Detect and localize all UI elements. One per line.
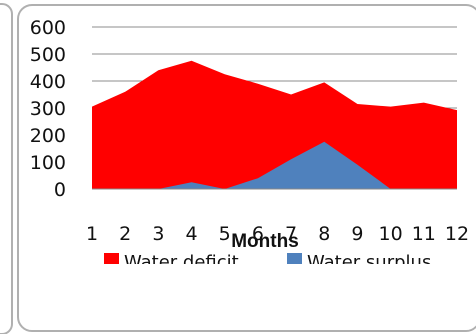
x-tick-label: 6	[252, 223, 264, 245]
y-tick-label: 100	[30, 152, 66, 174]
y-axis-ticks: 0 100 200 300 400 500 600	[30, 17, 66, 201]
left-panel-border	[0, 3, 13, 334]
x-tick-label: 4	[185, 223, 197, 245]
area-series-water-deficit	[92, 60, 457, 189]
legend-clip-mask	[20, 264, 466, 314]
y-tick-label: 600	[30, 17, 66, 39]
chart-panel-border	[17, 4, 476, 332]
y-tick-label: 500	[30, 44, 66, 66]
x-tick-label: 1	[86, 223, 98, 245]
x-tick-label: 12	[445, 223, 469, 245]
x-axis-ticks: 1 2 3 4 5 6 7 8 9 10 11 12	[86, 223, 469, 245]
x-tick-label: 11	[412, 223, 436, 245]
y-tick-label: 200	[30, 125, 66, 147]
x-axis-title: Months	[231, 231, 299, 252]
y-tick-label: 0	[54, 179, 66, 201]
legend: Water deficit Water surplus	[20, 252, 466, 314]
x-tick-label: 2	[119, 223, 131, 245]
area-series-water-surplus	[92, 141, 457, 189]
x-tick-label: 3	[152, 223, 164, 245]
y-tick-label: 400	[30, 71, 66, 93]
x-tick-label: 10	[379, 223, 403, 245]
x-tick-label: 8	[318, 223, 330, 245]
x-tick-label: 9	[351, 223, 363, 245]
x-tick-label: 7	[285, 223, 297, 245]
y-tick-label: 300	[30, 98, 66, 120]
plot-areas	[92, 60, 457, 189]
x-tick-label: 5	[219, 223, 231, 245]
